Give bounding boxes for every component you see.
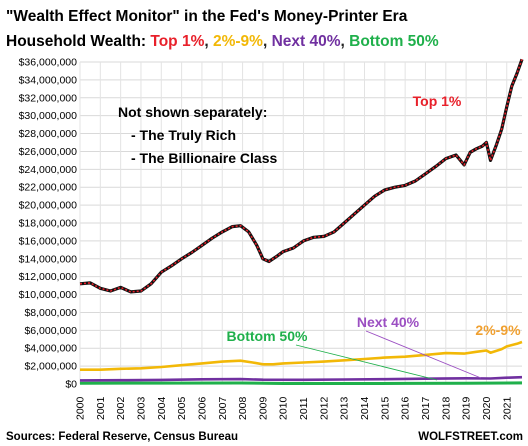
x-tick-label: 2014: [359, 396, 371, 420]
y-tick-label: $22,000,000: [19, 182, 78, 194]
y-tick-label: $34,000,000: [19, 74, 78, 86]
x-tick-label: 2002: [115, 396, 127, 420]
y-tick-label: $12,000,000: [19, 271, 78, 283]
y-tick-label: $0: [65, 379, 77, 391]
y-tick-label: $6,000,000: [24, 325, 77, 337]
label-top-1-percent: Top 1%: [413, 93, 462, 109]
y-tick-label: $20,000,000: [19, 200, 78, 212]
x-tick-label: 2020: [481, 396, 493, 420]
x-tick-label: 2016: [400, 396, 412, 420]
x-tick-label: 2015: [379, 396, 391, 420]
label-2-9-percent: 2%-9%: [475, 322, 521, 338]
note-truly-rich: - The Truly Rich: [131, 127, 236, 143]
y-tick-label: $32,000,000: [19, 92, 78, 104]
note-billionaire-class: - The Billionaire Class: [131, 150, 277, 166]
next-40-pointer-line: [365, 330, 482, 379]
x-tick-label: 2001: [95, 396, 107, 420]
publisher-credit: WOLFSTREET.com: [418, 431, 523, 443]
subtitle-part: Top 1%: [150, 33, 204, 50]
y-tick-label: $36,000,000: [19, 57, 78, 69]
gridlines: [79, 61, 522, 385]
bottom-50-pointer-line: [295, 344, 438, 381]
x-tick-label: 2006: [196, 396, 208, 420]
note-not-shown: Not shown separately:: [118, 104, 267, 120]
x-tick-label: 2011: [298, 397, 310, 420]
series-line-top-1: [79, 59, 523, 293]
y-tick-label: $10,000,000: [19, 289, 78, 301]
x-tick-label: 2003: [135, 396, 147, 420]
subtitle-part: Bottom 50%: [349, 33, 439, 50]
y-tick-label: $30,000,000: [19, 110, 78, 122]
source-note: Sources: Federal Reserve, Census Bureau: [6, 431, 238, 443]
y-tick-label: $4,000,000: [24, 343, 77, 355]
x-tick-label: 2009: [257, 396, 269, 420]
y-tick-label: $24,000,000: [19, 164, 78, 176]
chart-title: "Wealth Effect Monitor" in the Fed's Mon…: [6, 8, 408, 25]
x-tick-label: 2010: [278, 396, 290, 420]
y-tick-label: $16,000,000: [19, 235, 78, 247]
series-line-next-40: [79, 375, 523, 382]
y-tick-label: $2,000,000: [24, 361, 77, 373]
x-tick-label: 2008: [237, 396, 249, 420]
x-tick-label: 2017: [420, 396, 432, 420]
y-tick-label: $18,000,000: [19, 218, 78, 230]
subtitle-part: ,: [204, 33, 213, 50]
x-tick-label: 2004: [156, 396, 168, 420]
x-tick-label: 2019: [461, 396, 473, 420]
y-tick-label: $8,000,000: [24, 307, 77, 319]
series-line-2-9: [80, 340, 523, 371]
subtitle-part: 2%-9%: [213, 33, 263, 50]
chart-subtitle: Household Wealth: Top 1%, 2%-9%, Next 40…: [6, 33, 439, 50]
y-tick-label: $14,000,000: [19, 253, 78, 265]
subtitle-prefix: Household Wealth:: [6, 33, 150, 50]
x-tick-label: 2005: [176, 396, 188, 420]
y-axis-ticks: $0 $2,000,000 $4,000,000 $6,000,000 $8,000,0…: [19, 57, 78, 391]
x-axis-ticks: 2000 2001 2002 2003 2004 2005 2006 2007 2008 2009…: [75, 396, 514, 420]
series-line-bottom-50: [79, 381, 523, 385]
x-tick-label: 2021: [501, 396, 513, 420]
x-tick-label: 2000: [75, 396, 87, 420]
label-next-40-percent: Next 40%: [357, 314, 420, 330]
x-tick-label: 2018: [440, 396, 452, 420]
label-bottom-50-percent: Bottom 50%: [227, 328, 308, 344]
y-tick-label: $28,000,000: [19, 128, 78, 140]
subtitle-part: ,: [263, 33, 272, 50]
subtitle-part: ,: [341, 33, 350, 50]
x-tick-label: 2007: [217, 396, 229, 420]
subtitle-part: Next 40%: [272, 33, 341, 50]
x-tick-label: 2013: [339, 396, 351, 420]
y-tick-label: $26,000,000: [19, 146, 78, 158]
x-tick-label: 2012: [318, 396, 330, 420]
series-lines: [79, 58, 524, 385]
